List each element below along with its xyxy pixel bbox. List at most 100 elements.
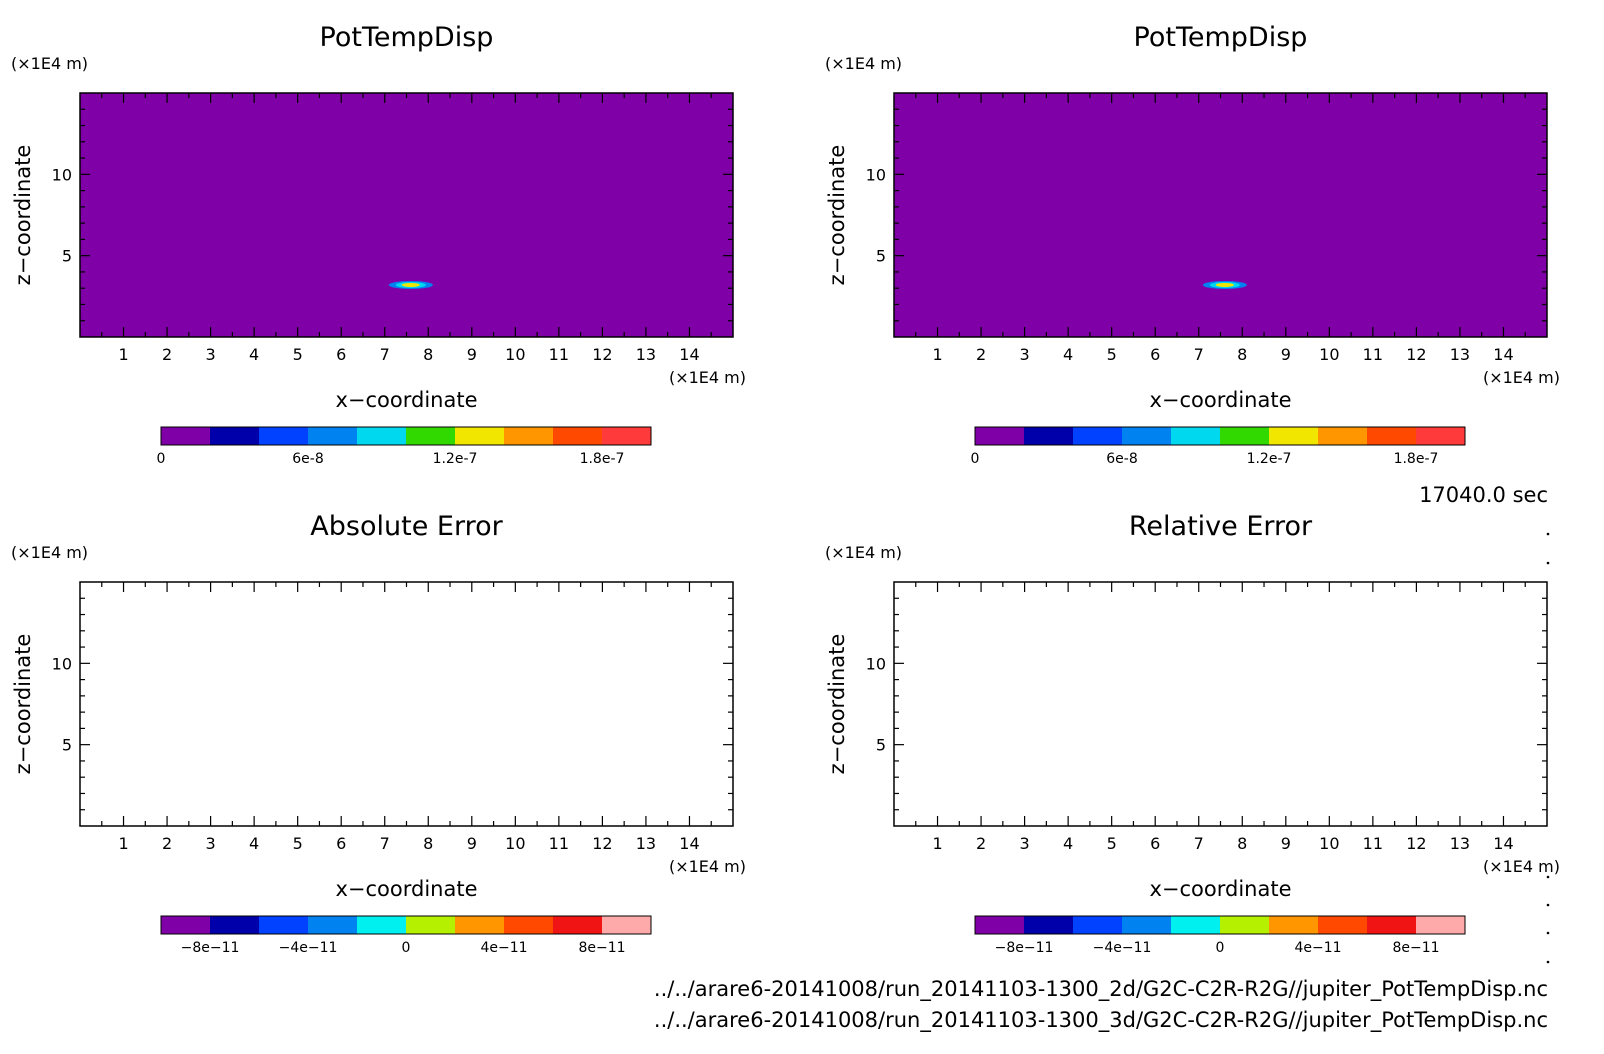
x-tick-label: 13 <box>636 834 656 853</box>
x-tick-label: 6 <box>1150 345 1160 364</box>
x-tick-label: 6 <box>336 834 346 853</box>
edge-dot <box>1546 561 1550 565</box>
x-tick-label: 8 <box>423 834 433 853</box>
x-tick-label: 9 <box>1281 345 1291 364</box>
y-unit-label: (×1E4 m) <box>11 54 88 73</box>
x-axis-label: x−coordinate <box>335 877 477 901</box>
colorbar-swatch <box>1367 916 1417 934</box>
colorbar-swatch <box>1220 427 1270 445</box>
colorbar-swatch <box>504 916 554 934</box>
x-unit-label: (×1E4 m) <box>669 368 746 387</box>
edge-dot <box>1546 875 1550 879</box>
x-tick-label: 7 <box>380 345 390 364</box>
colorbar-tick-label: 0 <box>157 451 166 467</box>
chart-panel-1: PotTempDisp(×1E4 m)(×1E4 m)1 2 3 4 5 6 7 8 9 10 11… <box>11 22 746 467</box>
x-unit-label: (×1E4 m) <box>1483 368 1560 387</box>
x-tick-label: 12 <box>1406 345 1426 364</box>
colorbar-swatch <box>357 427 407 445</box>
chart-title: Relative Error <box>1129 511 1313 542</box>
edge-dot <box>1546 903 1550 907</box>
colorbar-tick-label: 1.2e-7 <box>1247 451 1292 467</box>
colorbar-swatch <box>1318 427 1368 445</box>
colorbar-swatch <box>210 427 260 445</box>
colorbar-tick-label: 6e-8 <box>1106 451 1137 467</box>
x-tick-label: 1 <box>118 834 128 853</box>
x-tick-label: 14 <box>1493 834 1513 853</box>
x-tick-label: 10 <box>505 345 525 364</box>
colorbar-tick-label: 4e−11 <box>1294 940 1341 956</box>
x-axis-label: x−coordinate <box>1149 388 1291 412</box>
y-unit-label: (×1E4 m) <box>825 543 902 562</box>
y-tick-label: 5 <box>876 247 886 266</box>
file-path-3d: ../../arare6-20141008/run_20141103-1300_… <box>654 1008 1548 1033</box>
colorbar-swatch <box>1171 427 1221 445</box>
chart-title: PotTempDisp <box>320 22 494 53</box>
x-tick-label: 11 <box>1363 834 1383 853</box>
colorbar-swatch <box>553 916 603 934</box>
x-tick-label: 5 <box>1107 345 1117 364</box>
x-axis-label: x−coordinate <box>1149 877 1291 901</box>
x-tick-label: 10 <box>505 834 525 853</box>
colorbar-frame <box>160 426 652 446</box>
x-tick-label: 6 <box>336 345 346 364</box>
colorbar-swatch <box>1073 916 1123 934</box>
colorbar-swatch <box>1416 916 1466 934</box>
colorbar-swatch <box>1122 427 1172 445</box>
x-tick-label: 11 <box>549 834 569 853</box>
x-tick-label: 12 <box>592 834 612 853</box>
colorbar-swatch <box>161 916 211 934</box>
x-tick-label: 2 <box>162 834 172 853</box>
colorbar-swatch <box>210 916 260 934</box>
x-tick-label: 14 <box>679 345 699 364</box>
colorbar-swatch <box>602 427 652 445</box>
colorbar-swatch <box>455 427 505 445</box>
x-tick-label: 11 <box>549 345 569 364</box>
colorbar-tick-label: 1.8e-7 <box>1394 451 1439 467</box>
colorbar-tick-label: 0 <box>1216 940 1225 956</box>
colorbar-frame <box>974 915 1466 935</box>
colorbar-tick-label: 6e-8 <box>292 451 323 467</box>
x-tick-label: 14 <box>679 834 699 853</box>
x-tick-label: 5 <box>1107 834 1117 853</box>
y-tick-label: 10 <box>52 165 72 184</box>
x-unit-label: (×1E4 m) <box>669 857 746 876</box>
y-unit-label: (×1E4 m) <box>825 54 902 73</box>
colorbar-swatch <box>975 427 1025 445</box>
colorbar-tick-label: 8e−11 <box>1392 940 1439 956</box>
x-tick-label: 5 <box>293 345 303 364</box>
x-tick-label: 10 <box>1319 345 1339 364</box>
x-tick-label: 13 <box>1450 834 1470 853</box>
colorbar-tick-label: 0 <box>971 451 980 467</box>
colorbar-frame <box>974 426 1466 446</box>
colorbar-swatch <box>1171 916 1221 934</box>
y-tick-label: 10 <box>866 165 886 184</box>
chart-title: Absolute Error <box>310 511 503 542</box>
colorbar-swatch <box>553 427 603 445</box>
chart-panel-2: PotTempDisp(×1E4 m)(×1E4 m)1 2 3 4 5 6 7 8 9 10 11… <box>825 22 1560 467</box>
y-axis-label: z−coordinate <box>825 145 849 286</box>
colorbar-swatch <box>259 427 309 445</box>
x-tick-label: 11 <box>1363 345 1383 364</box>
colorbar-swatch <box>1073 427 1123 445</box>
colorbar-swatch <box>259 916 309 934</box>
x-unit-label: (×1E4 m) <box>1483 857 1560 876</box>
x-tick-label: 4 <box>249 345 259 364</box>
x-tick-label: 2 <box>976 345 986 364</box>
edge-dot <box>1546 931 1550 935</box>
colorbar-swatch <box>161 427 211 445</box>
colorbar-tick-label: −8e−11 <box>181 940 240 956</box>
colorbar-swatch <box>455 916 505 934</box>
x-tick-label: 8 <box>1237 834 1247 853</box>
x-tick-label: 14 <box>1493 345 1513 364</box>
file-path-2d: ../../arare6-20141008/run_20141103-1300_… <box>654 977 1548 1002</box>
y-tick-label: 5 <box>876 736 886 755</box>
x-tick-label: 13 <box>636 345 656 364</box>
plot-field <box>80 93 733 337</box>
x-tick-label: 2 <box>976 834 986 853</box>
colorbar-swatch <box>1024 916 1074 934</box>
y-tick-label: 10 <box>866 654 886 673</box>
edge-dot <box>1546 532 1550 536</box>
y-tick-label: 5 <box>62 247 72 266</box>
x-tick-label: 3 <box>206 345 216 364</box>
